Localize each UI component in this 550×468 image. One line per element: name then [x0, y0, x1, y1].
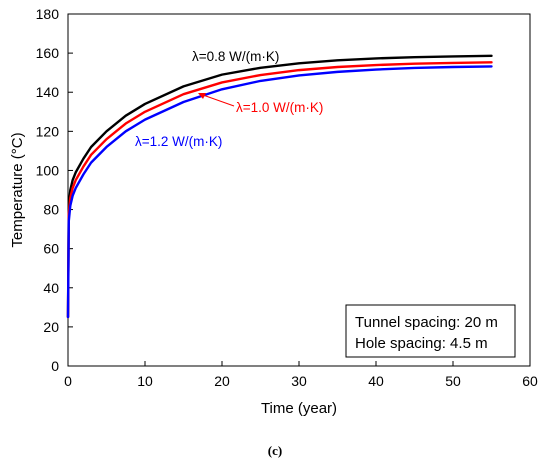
y-axis-label: Temperature (°C)	[9, 132, 26, 247]
series-label-1-0-arrowhead	[198, 93, 206, 99]
info-tunnel-spacing: Tunnel spacing: 20 m	[355, 314, 498, 331]
y-tick-label: 40	[43, 280, 59, 296]
x-axis-label: Time (year)	[261, 400, 337, 417]
y-tick-label: 180	[36, 6, 60, 22]
series-label-1-0: λ=1.0 W/(m·K)	[236, 100, 323, 115]
series-lines	[66, 54, 493, 319]
figure-caption: (c)	[267, 443, 283, 458]
y-tick-label: 120	[36, 123, 60, 139]
series-label-1-0-pointer	[202, 94, 235, 107]
series-label-1-2: λ=1.2 W/(m·K)	[135, 134, 222, 149]
y-tick-label: 0	[51, 358, 59, 374]
series-line-1-2	[66, 65, 493, 319]
x-tick-label: 60	[522, 373, 538, 389]
y-tick-label: 160	[36, 45, 60, 61]
x-tick-label: 0	[64, 373, 72, 389]
x-tick-label: 50	[445, 373, 461, 389]
y-tick-label: 140	[36, 84, 60, 100]
x-tick-label: 10	[137, 373, 153, 389]
x-tick-label: 20	[214, 373, 230, 389]
y-tick-label: 20	[43, 319, 59, 335]
info-box: Tunnel spacing: 20 m Hole spacing: 4.5 m	[345, 304, 516, 358]
y-tick-label: 60	[43, 241, 59, 257]
series-label-0-8: λ=0.8 W/(m·K)	[192, 49, 279, 64]
temperature-chart: 0 10 20 30 40 50 60 0 20 40 60 80 100 120 140 160 180 Ti…	[9, 6, 538, 417]
series-line-0-8	[66, 54, 493, 319]
x-tick-label: 40	[368, 373, 384, 389]
y-tick-label: 80	[43, 202, 59, 218]
series-line-1-0	[66, 61, 493, 319]
y-tick-label: 100	[36, 162, 60, 178]
x-tick-label: 30	[291, 373, 307, 389]
info-hole-spacing: Hole spacing: 4.5 m	[355, 335, 488, 352]
